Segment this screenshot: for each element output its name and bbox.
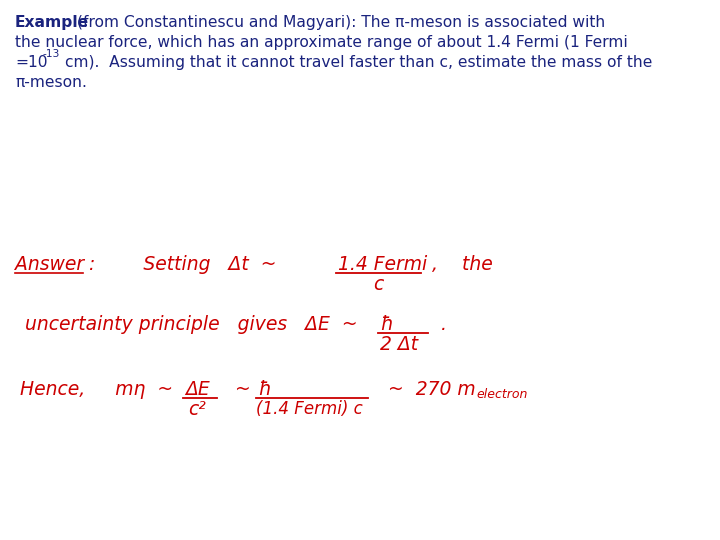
Text: ~: ~ — [223, 380, 251, 399]
Text: uncertainty principle   gives   ΔE  ~: uncertainty principle gives ΔE ~ — [25, 315, 358, 334]
Text: =10: =10 — [15, 55, 48, 70]
Text: ħ: ħ — [258, 380, 271, 399]
Text: (1.4 Fermi) c: (1.4 Fermi) c — [256, 400, 363, 418]
Text: electron: electron — [476, 388, 527, 401]
Text: :        Setting   Δt  ~: : Setting Δt ~ — [83, 255, 276, 274]
Text: Answer: Answer — [15, 255, 84, 274]
Text: ,    the: , the — [426, 255, 492, 274]
Text: c²: c² — [188, 400, 206, 419]
Text: Example: Example — [15, 15, 89, 30]
Text: cm).  Assuming that it cannot travel faster than c, estimate the mass of the: cm). Assuming that it cannot travel fast… — [65, 55, 652, 70]
Text: ħ: ħ — [380, 315, 393, 334]
Text: c: c — [373, 275, 383, 294]
Text: 1.4 Fermi: 1.4 Fermi — [338, 255, 427, 274]
Text: ΔE: ΔE — [185, 380, 210, 399]
Text: Hence,     mη  ~: Hence, mη ~ — [20, 380, 173, 399]
Text: .: . — [435, 315, 447, 334]
Text: π-meson.: π-meson. — [15, 75, 87, 90]
Text: (from Constantinescu and Magyari): The π-meson is associated with: (from Constantinescu and Magyari): The π… — [72, 15, 606, 30]
Text: -13: -13 — [42, 49, 59, 59]
Text: 2 Δt: 2 Δt — [380, 335, 418, 354]
Text: the nuclear force, which has an approximate range of about 1.4 Fermi (1 Fermi: the nuclear force, which has an approxim… — [15, 35, 628, 50]
Text: ~  270 m: ~ 270 m — [376, 380, 476, 399]
